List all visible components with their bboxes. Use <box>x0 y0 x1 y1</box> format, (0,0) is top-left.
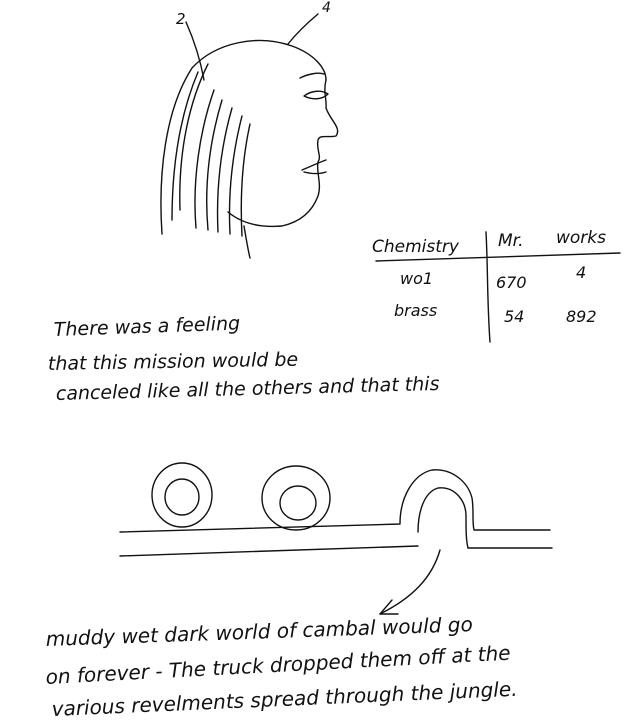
paragraph-1-line-2: that this mission would be <box>48 349 299 375</box>
table-header-works: works <box>556 228 606 248</box>
arrow-shaft <box>379 549 441 615</box>
face-profile <box>227 79 339 228</box>
ground-sketch <box>119 462 553 615</box>
paragraph-1: There was a feeling that this mission wo… <box>48 313 440 405</box>
arrow-head-icon <box>379 599 399 615</box>
table-cell-r1-c2: 670 <box>496 273 527 292</box>
sketch-label-4: 4 <box>322 0 331 16</box>
paragraph-1-line-1: There was a feeling <box>53 313 240 341</box>
label-4-leader <box>287 13 319 45</box>
head-sketch: 2 4 <box>160 0 339 259</box>
handwritten-table: Chemistry Mr. works wo1 670 4 brass 54 8… <box>372 228 621 343</box>
circle-2-outer <box>261 465 331 531</box>
eye-icon <box>303 90 329 100</box>
head-outline <box>160 39 327 235</box>
circle-1-outer <box>151 462 213 528</box>
table-header-chemistry: Chemistry <box>372 237 460 257</box>
jaw-line <box>243 225 251 259</box>
circle-1-inner <box>164 478 200 516</box>
ground-line-top <box>119 469 551 533</box>
table-cell-r2-c1: brass <box>394 301 437 320</box>
table-header-rule <box>375 252 621 262</box>
label-2-leader <box>185 21 205 81</box>
ground-line-bottom <box>119 545 553 557</box>
eyebrow <box>299 72 325 79</box>
mouth <box>301 159 327 175</box>
paragraph-2: muddy wet dark world of cambal would go … <box>45 612 518 721</box>
circle-2-inner <box>279 485 317 521</box>
table-cell-r2-c2: 54 <box>504 307 524 326</box>
table-cell-r1-c1: wo1 <box>400 269 433 288</box>
table-column-divider <box>485 231 491 343</box>
hair-strands <box>171 63 251 237</box>
sketch-label-2: 2 <box>176 10 186 28</box>
table-cell-r1-c3: 4 <box>576 263 586 282</box>
paragraph-1-line-3: canceled like all the others and that th… <box>56 373 440 405</box>
table-header-mr: Mr. <box>498 231 524 251</box>
table-cell-r2-c3: 892 <box>566 307 597 326</box>
inner-arch <box>417 487 469 549</box>
